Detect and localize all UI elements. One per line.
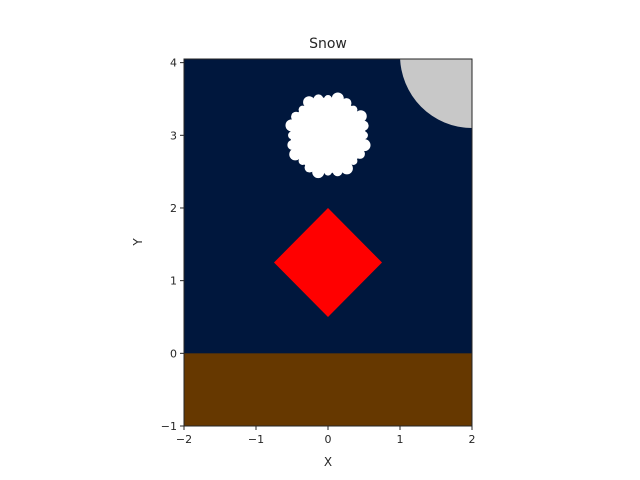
y-axis-label: Y (131, 238, 145, 247)
snowflake-blob (354, 110, 367, 123)
snowflake-blob (358, 120, 369, 131)
snowflake-blob (304, 162, 315, 173)
x-tick-label: −1 (248, 433, 264, 446)
snowflake-blob (298, 105, 307, 114)
snowflake-blob (313, 94, 324, 105)
snowflake-blob (287, 139, 298, 150)
y-tick-label: 2 (170, 202, 177, 215)
snowflake-blob (331, 92, 344, 105)
snowflake-blob (349, 156, 358, 165)
diamond-polygon (274, 207, 382, 317)
snowflake-blob (354, 148, 365, 159)
ground-rect (184, 353, 472, 426)
snowflake-blob (324, 95, 332, 104)
x-tick-label: 1 (397, 433, 404, 446)
snowflake-blob (324, 167, 332, 176)
snowflake-blob (289, 148, 302, 161)
snowflake-blob (349, 105, 358, 114)
x-axis-label: X (324, 455, 332, 469)
snowflake-blob (340, 162, 353, 175)
y-tick-label: 3 (170, 129, 177, 142)
y-tick-label: 1 (170, 275, 177, 288)
y-tick-label: 0 (170, 347, 177, 360)
snowflake-blob (285, 119, 298, 132)
moon-circle (400, 59, 472, 129)
y-tick-label: −1 (161, 420, 177, 433)
snowflake-blob (332, 166, 343, 177)
snowball-circle (290, 97, 366, 174)
x-tick-label: 2 (469, 433, 476, 446)
snowflake-blob (298, 156, 307, 165)
snowflake-blob (303, 96, 316, 109)
y-tick-label: 4 (170, 57, 177, 70)
chart-title: Snow (309, 36, 347, 52)
snowflake-blob (291, 111, 302, 122)
plot-contents (184, 59, 472, 426)
snowflake-blob (341, 98, 352, 109)
snowflake-blob (312, 166, 325, 179)
x-tick-label: −2 (176, 433, 192, 446)
x-tick-label: 0 (325, 433, 332, 446)
snowflake-blob (359, 131, 368, 140)
snowflake-blob (358, 139, 371, 152)
snowflake-blob (288, 131, 297, 140)
